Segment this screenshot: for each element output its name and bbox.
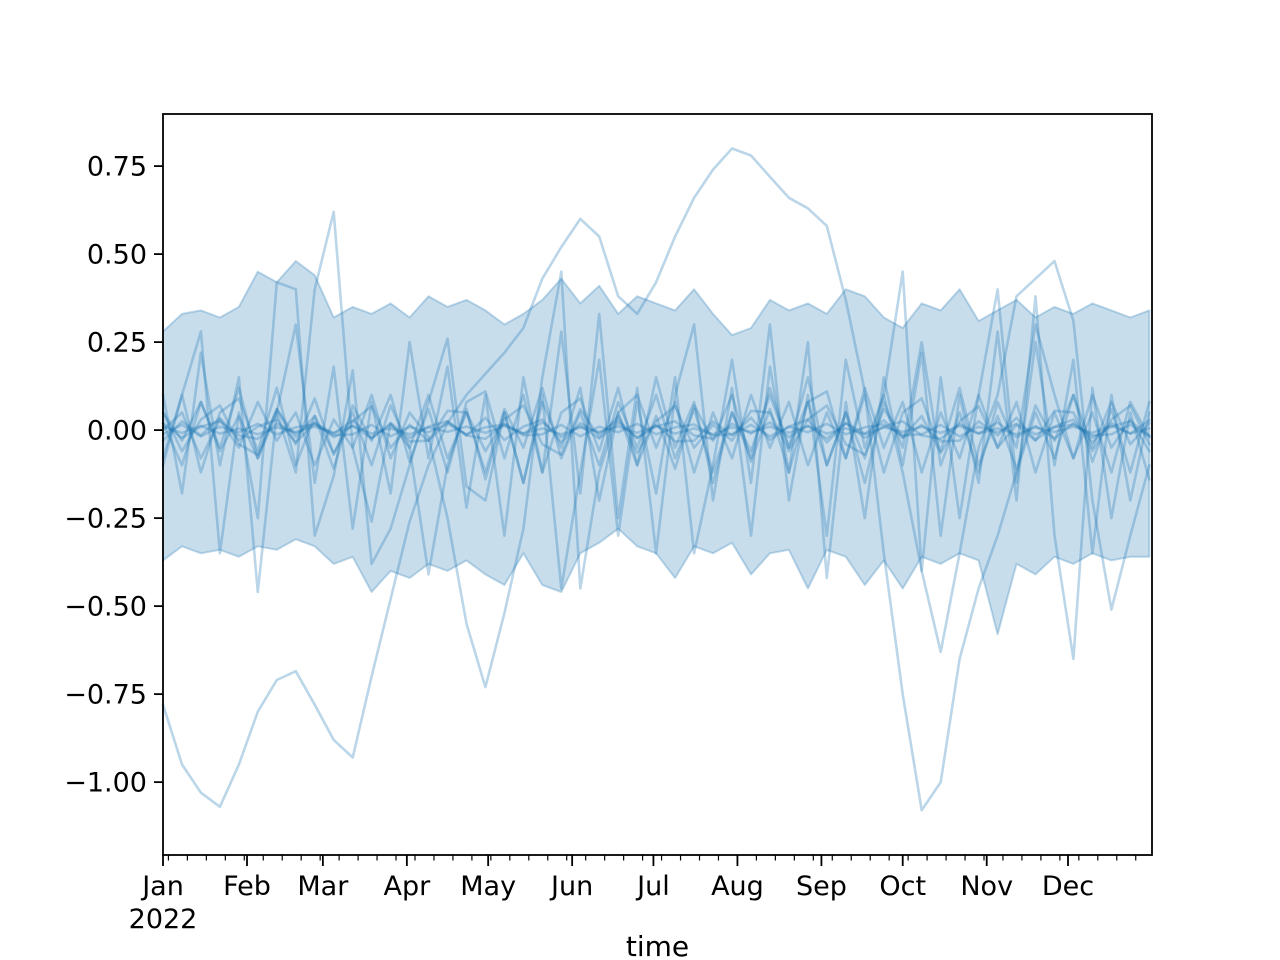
y-tick-label: 0.50 xyxy=(87,240,147,271)
series-line-member-08 xyxy=(161,270,1151,590)
confidence-band xyxy=(162,260,1151,636)
y-tick-label: 0.00 xyxy=(87,416,147,447)
y-tick-label: −0.25 xyxy=(64,504,147,535)
x-tick-label-month: Apr xyxy=(384,871,432,902)
series-line-member-06 xyxy=(161,386,1151,474)
y-tick-label: −0.75 xyxy=(64,680,147,711)
axes-frame xyxy=(162,113,1153,856)
series-line-member-12 xyxy=(161,259,1151,654)
x-tick-label-year: 2022 xyxy=(129,904,198,935)
y-tick-label: −1.00 xyxy=(64,768,147,799)
x-tick-label-month: Jan xyxy=(140,871,184,902)
x-tick-label-month: Feb xyxy=(223,871,271,902)
series-line-member-05 xyxy=(161,404,1151,457)
series-line-member-03 xyxy=(161,420,1151,441)
series-line-member-01 xyxy=(161,424,1151,436)
x-tick-label-month: Mar xyxy=(297,871,349,902)
x-tick-label-month: Jul xyxy=(635,871,670,902)
y-tick-label: −0.50 xyxy=(64,592,147,623)
series-line-member-02 xyxy=(161,422,1151,438)
x-tick-label-month: Jun xyxy=(549,871,593,902)
x-tick-label-month: Nov xyxy=(960,871,1013,902)
series-line-member-11 xyxy=(161,147,1151,812)
x-tick-label-month: May xyxy=(460,871,516,902)
y-tick-label: 0.25 xyxy=(87,328,147,359)
series-line-member-10 xyxy=(161,270,1151,689)
y-tick-label: 0.75 xyxy=(87,152,147,183)
series-line-member-09 xyxy=(161,210,1151,576)
x-tick-label-month: Oct xyxy=(879,871,926,902)
series-line-member-04 xyxy=(161,416,1151,444)
series-line-member-07 xyxy=(161,295,1151,661)
x-tick-label-month: Sep xyxy=(796,871,847,902)
x-tick-label-month: Aug xyxy=(711,871,764,902)
x-axis-title: time xyxy=(626,930,689,960)
x-tick-label-month: Dec xyxy=(1042,871,1094,902)
